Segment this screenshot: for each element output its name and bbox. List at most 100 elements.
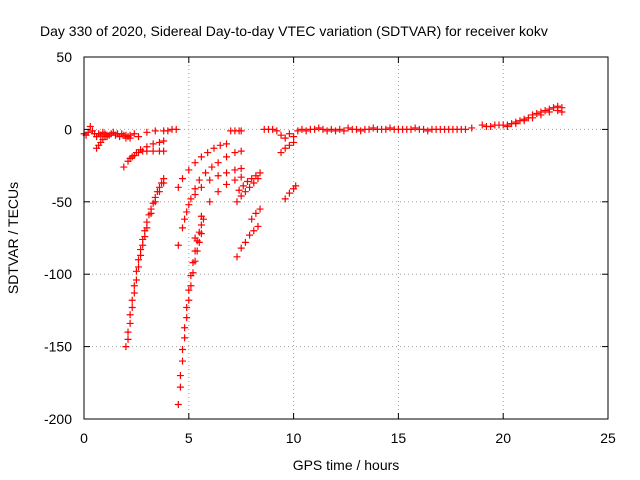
data-point bbox=[208, 163, 216, 171]
data-point bbox=[254, 222, 262, 230]
data-point bbox=[124, 328, 132, 336]
y-tick-label: -100 bbox=[44, 266, 72, 282]
data-point bbox=[541, 107, 549, 115]
data-point bbox=[174, 183, 182, 191]
x-tick-label: 15 bbox=[391, 430, 407, 446]
data-point bbox=[191, 234, 199, 242]
data-point bbox=[174, 401, 182, 409]
data-point bbox=[134, 149, 142, 157]
data-point bbox=[237, 147, 245, 155]
x-tick-label: 5 bbox=[185, 430, 193, 446]
data-point bbox=[126, 319, 134, 327]
data-point bbox=[183, 208, 191, 216]
data-point bbox=[139, 241, 147, 249]
data-point bbox=[187, 195, 195, 203]
data-point bbox=[134, 263, 142, 271]
data-point bbox=[233, 198, 241, 206]
data-point bbox=[134, 133, 142, 141]
data-point bbox=[281, 134, 289, 142]
data-point bbox=[120, 163, 128, 171]
x-ticks: 0 5 10 15 20 25 bbox=[80, 57, 616, 446]
data-point bbox=[197, 153, 205, 161]
data-point bbox=[126, 154, 134, 162]
data-point bbox=[529, 114, 537, 122]
data-point bbox=[206, 198, 214, 206]
data-point bbox=[143, 128, 151, 136]
x-tick-label: 10 bbox=[286, 430, 302, 446]
data-point bbox=[241, 188, 249, 196]
data-point bbox=[231, 166, 239, 174]
y-tick-label: 0 bbox=[64, 121, 72, 137]
data-point bbox=[241, 238, 249, 246]
data-point bbox=[554, 107, 562, 115]
data-point bbox=[292, 182, 300, 190]
data-point bbox=[185, 286, 193, 294]
data-point bbox=[365, 125, 373, 133]
data-point bbox=[141, 233, 149, 241]
data-point bbox=[357, 127, 365, 135]
data-point bbox=[151, 127, 159, 135]
data-point bbox=[197, 212, 205, 220]
data-point bbox=[202, 169, 210, 177]
data-point bbox=[151, 198, 159, 206]
data-point bbox=[285, 189, 293, 197]
data-point bbox=[130, 130, 138, 138]
data-point bbox=[285, 130, 293, 138]
data-point bbox=[558, 108, 566, 116]
data-point bbox=[386, 124, 394, 132]
data-point bbox=[181, 215, 189, 223]
data-point bbox=[311, 125, 319, 133]
data-point bbox=[352, 125, 360, 133]
data-point bbox=[269, 125, 277, 133]
data-point bbox=[250, 179, 258, 187]
data-point bbox=[285, 141, 293, 149]
y-tick-label: 50 bbox=[56, 49, 72, 65]
data-point bbox=[204, 149, 212, 157]
data-point bbox=[176, 372, 184, 380]
data-point bbox=[197, 230, 205, 238]
data-point bbox=[181, 334, 189, 342]
data-point bbox=[191, 257, 199, 265]
data-point bbox=[407, 125, 415, 133]
data-point bbox=[256, 169, 264, 177]
data-point bbox=[214, 188, 222, 196]
data-point bbox=[84, 128, 92, 136]
data-point bbox=[424, 127, 432, 135]
data-point bbox=[223, 153, 231, 161]
data-point bbox=[319, 125, 327, 133]
data-point bbox=[237, 173, 245, 181]
data-point bbox=[160, 147, 168, 155]
data-point bbox=[294, 127, 302, 135]
data-point bbox=[134, 256, 142, 264]
data-point bbox=[130, 282, 138, 290]
data-point bbox=[128, 304, 136, 312]
data-point bbox=[248, 175, 256, 183]
data-point bbox=[503, 123, 511, 131]
data-point bbox=[191, 191, 199, 199]
data-point bbox=[223, 180, 231, 188]
data-point bbox=[323, 127, 331, 135]
data-point bbox=[130, 289, 138, 297]
data-point bbox=[197, 183, 205, 191]
data-point bbox=[214, 159, 222, 167]
data-point bbox=[243, 178, 251, 186]
data-point bbox=[250, 227, 258, 235]
data-point bbox=[179, 224, 187, 232]
data-point bbox=[340, 127, 348, 135]
plot-frame bbox=[83, 56, 609, 420]
data-point bbox=[252, 172, 260, 180]
data-point bbox=[290, 133, 298, 141]
data-point bbox=[149, 147, 157, 155]
data-point bbox=[128, 296, 136, 304]
data-point bbox=[216, 141, 224, 149]
data-point bbox=[382, 125, 390, 133]
data-point bbox=[223, 169, 231, 177]
data-point bbox=[237, 192, 245, 200]
data-point bbox=[197, 221, 205, 229]
data-point bbox=[183, 304, 191, 312]
data-point bbox=[172, 125, 180, 133]
data-point bbox=[231, 176, 239, 184]
data-point bbox=[132, 267, 140, 275]
data-point bbox=[281, 195, 289, 203]
data-point bbox=[235, 186, 243, 194]
